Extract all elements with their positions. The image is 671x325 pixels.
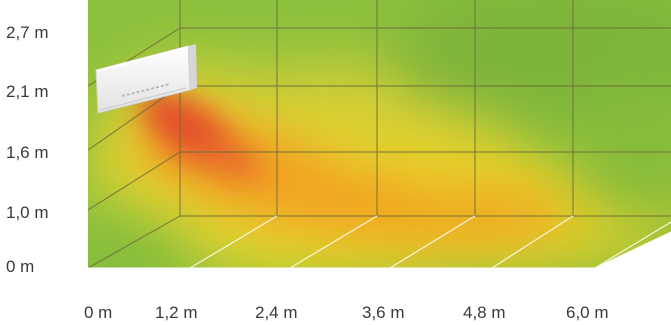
x-axis-label-2: 2,4 m xyxy=(255,303,298,322)
x-axis-label-3: 3,6 m xyxy=(362,303,405,322)
y-axis: 0 m 1,0 m 1,6 m 2,1 m 2,7 m xyxy=(6,23,49,276)
y-axis-label-4: 2,7 m xyxy=(6,23,49,42)
y-axis-label-3: 2,1 m xyxy=(6,82,49,101)
heat-red-zone xyxy=(140,90,261,180)
room-grid xyxy=(87,0,671,269)
air-conditioner-unit-icon xyxy=(95,44,197,114)
y-axis-label-0: 0 m xyxy=(6,257,34,276)
y-axis-label-1: 1,0 m xyxy=(6,203,49,222)
x-axis: 0 m 1,2 m 2,4 m 3,6 m 4,8 m 6,0 m xyxy=(84,303,609,322)
x-axis-label-5: 6,0 m xyxy=(566,303,609,322)
x-axis-label-0: 0 m xyxy=(84,303,112,322)
x-axis-label-4: 4,8 m xyxy=(463,303,506,322)
x-axis-label-1: 1,2 m xyxy=(155,303,198,322)
floor-grid xyxy=(88,215,671,269)
y-axis-label-2: 1,6 m xyxy=(6,143,49,162)
